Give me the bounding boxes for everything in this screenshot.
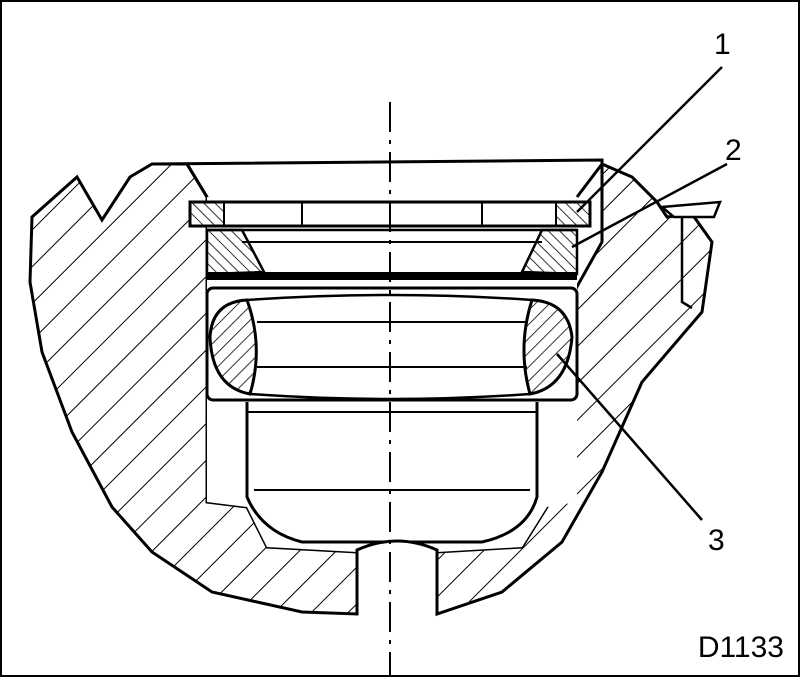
callout-3: 3 [708,524,725,557]
bore-interior [207,197,577,614]
spacer-plate [207,272,577,280]
seal-ring-3-left [208,298,258,396]
callout-2: 2 [725,134,742,167]
housing-top-edge [151,158,604,167]
callout-1: 1 [714,28,731,61]
bottom-pin [355,539,439,614]
leader-line-3 [556,353,703,521]
washer-1-hatch-left [189,201,225,227]
leader-line-1 [576,66,723,213]
seal-ring-3-right [522,298,574,396]
side-plug [658,200,722,219]
figure-code: D1133 [697,631,784,664]
leader-line-2 [571,162,728,249]
